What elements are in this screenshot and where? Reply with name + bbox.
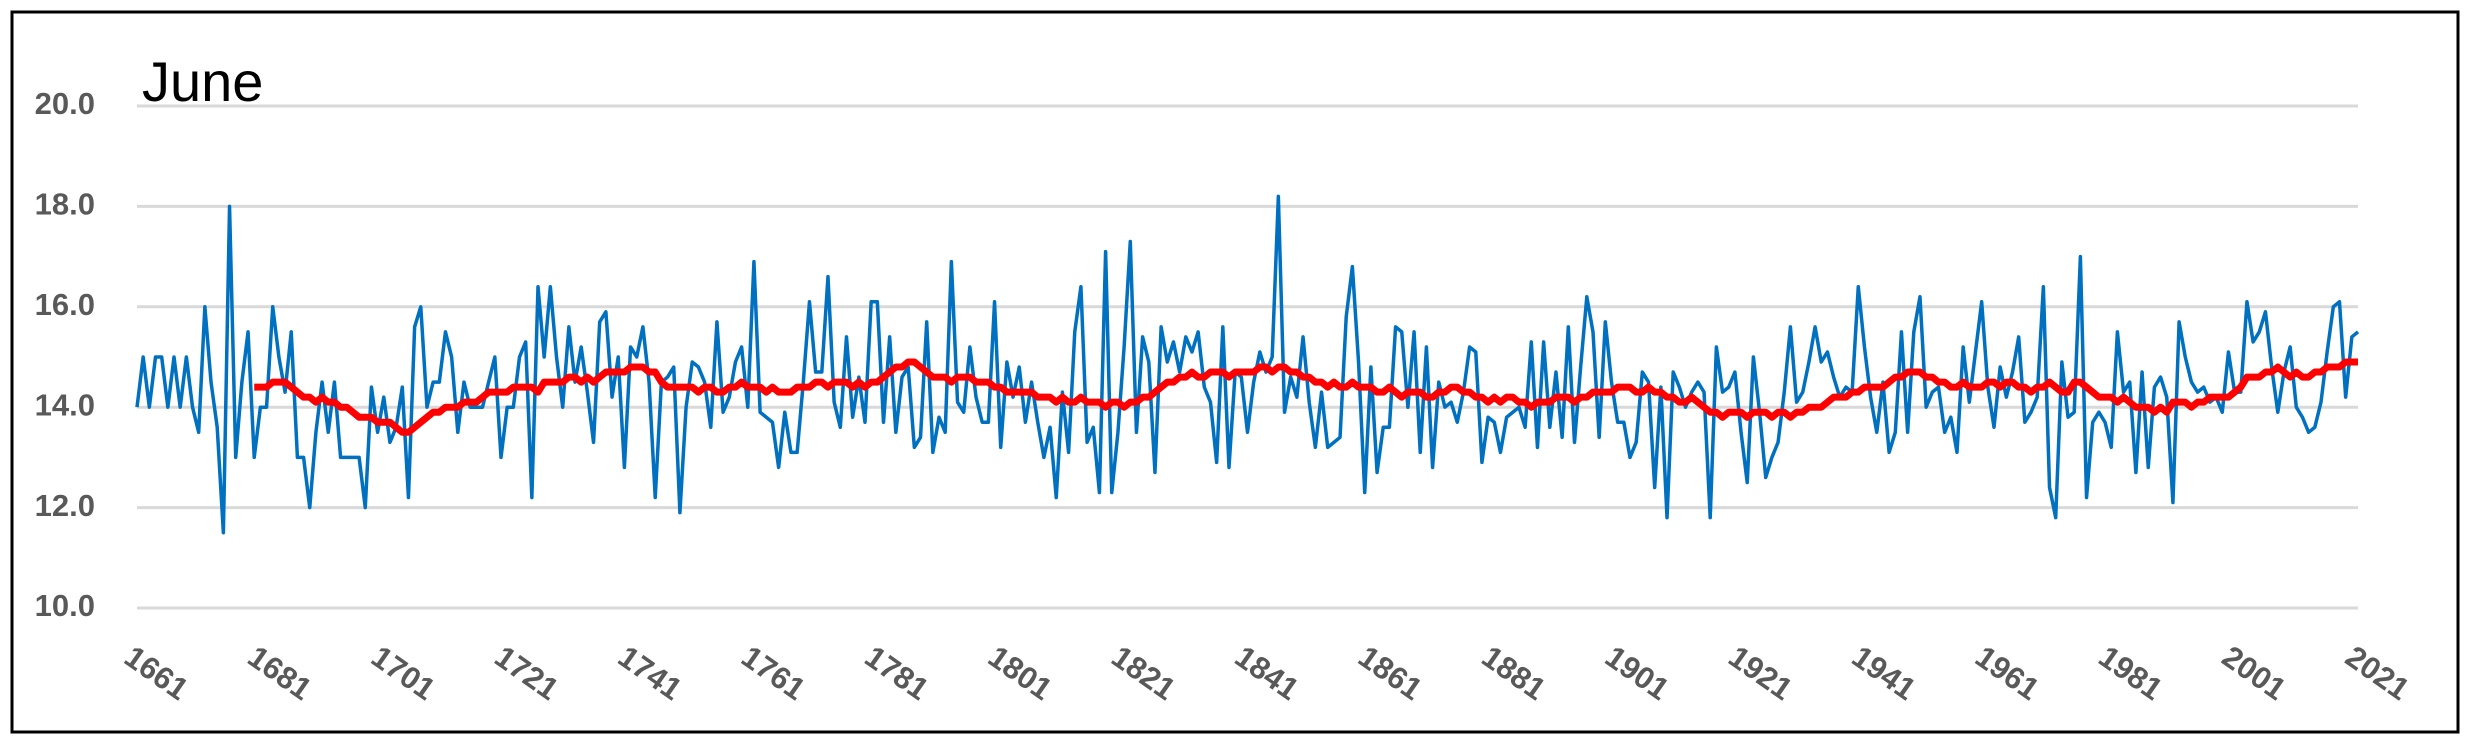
- moving-average-line: [254, 358, 2358, 436]
- y-tick-label: 18.0: [35, 187, 95, 222]
- y-tick-label: 14.0: [35, 387, 95, 422]
- y-tick-label: 12.0: [35, 488, 95, 523]
- data-line: [135, 194, 2360, 535]
- chart-title: June: [142, 50, 263, 113]
- y-tick-label: 16.0: [35, 287, 95, 322]
- y-tick-label: 20.0: [35, 86, 95, 121]
- y-tick-label: 10.0: [35, 588, 95, 623]
